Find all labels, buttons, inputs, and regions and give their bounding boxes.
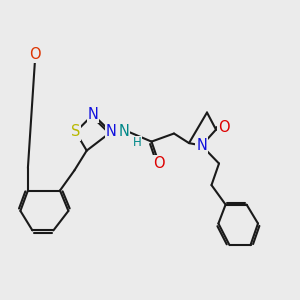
Text: N: N bbox=[196, 138, 207, 153]
Text: N: N bbox=[118, 124, 129, 140]
Text: O: O bbox=[218, 120, 229, 135]
Text: N: N bbox=[88, 107, 98, 122]
Text: O: O bbox=[30, 46, 41, 62]
Text: O: O bbox=[153, 156, 165, 171]
Text: N: N bbox=[106, 124, 116, 140]
Text: S: S bbox=[71, 124, 80, 140]
Text: H: H bbox=[133, 136, 141, 149]
